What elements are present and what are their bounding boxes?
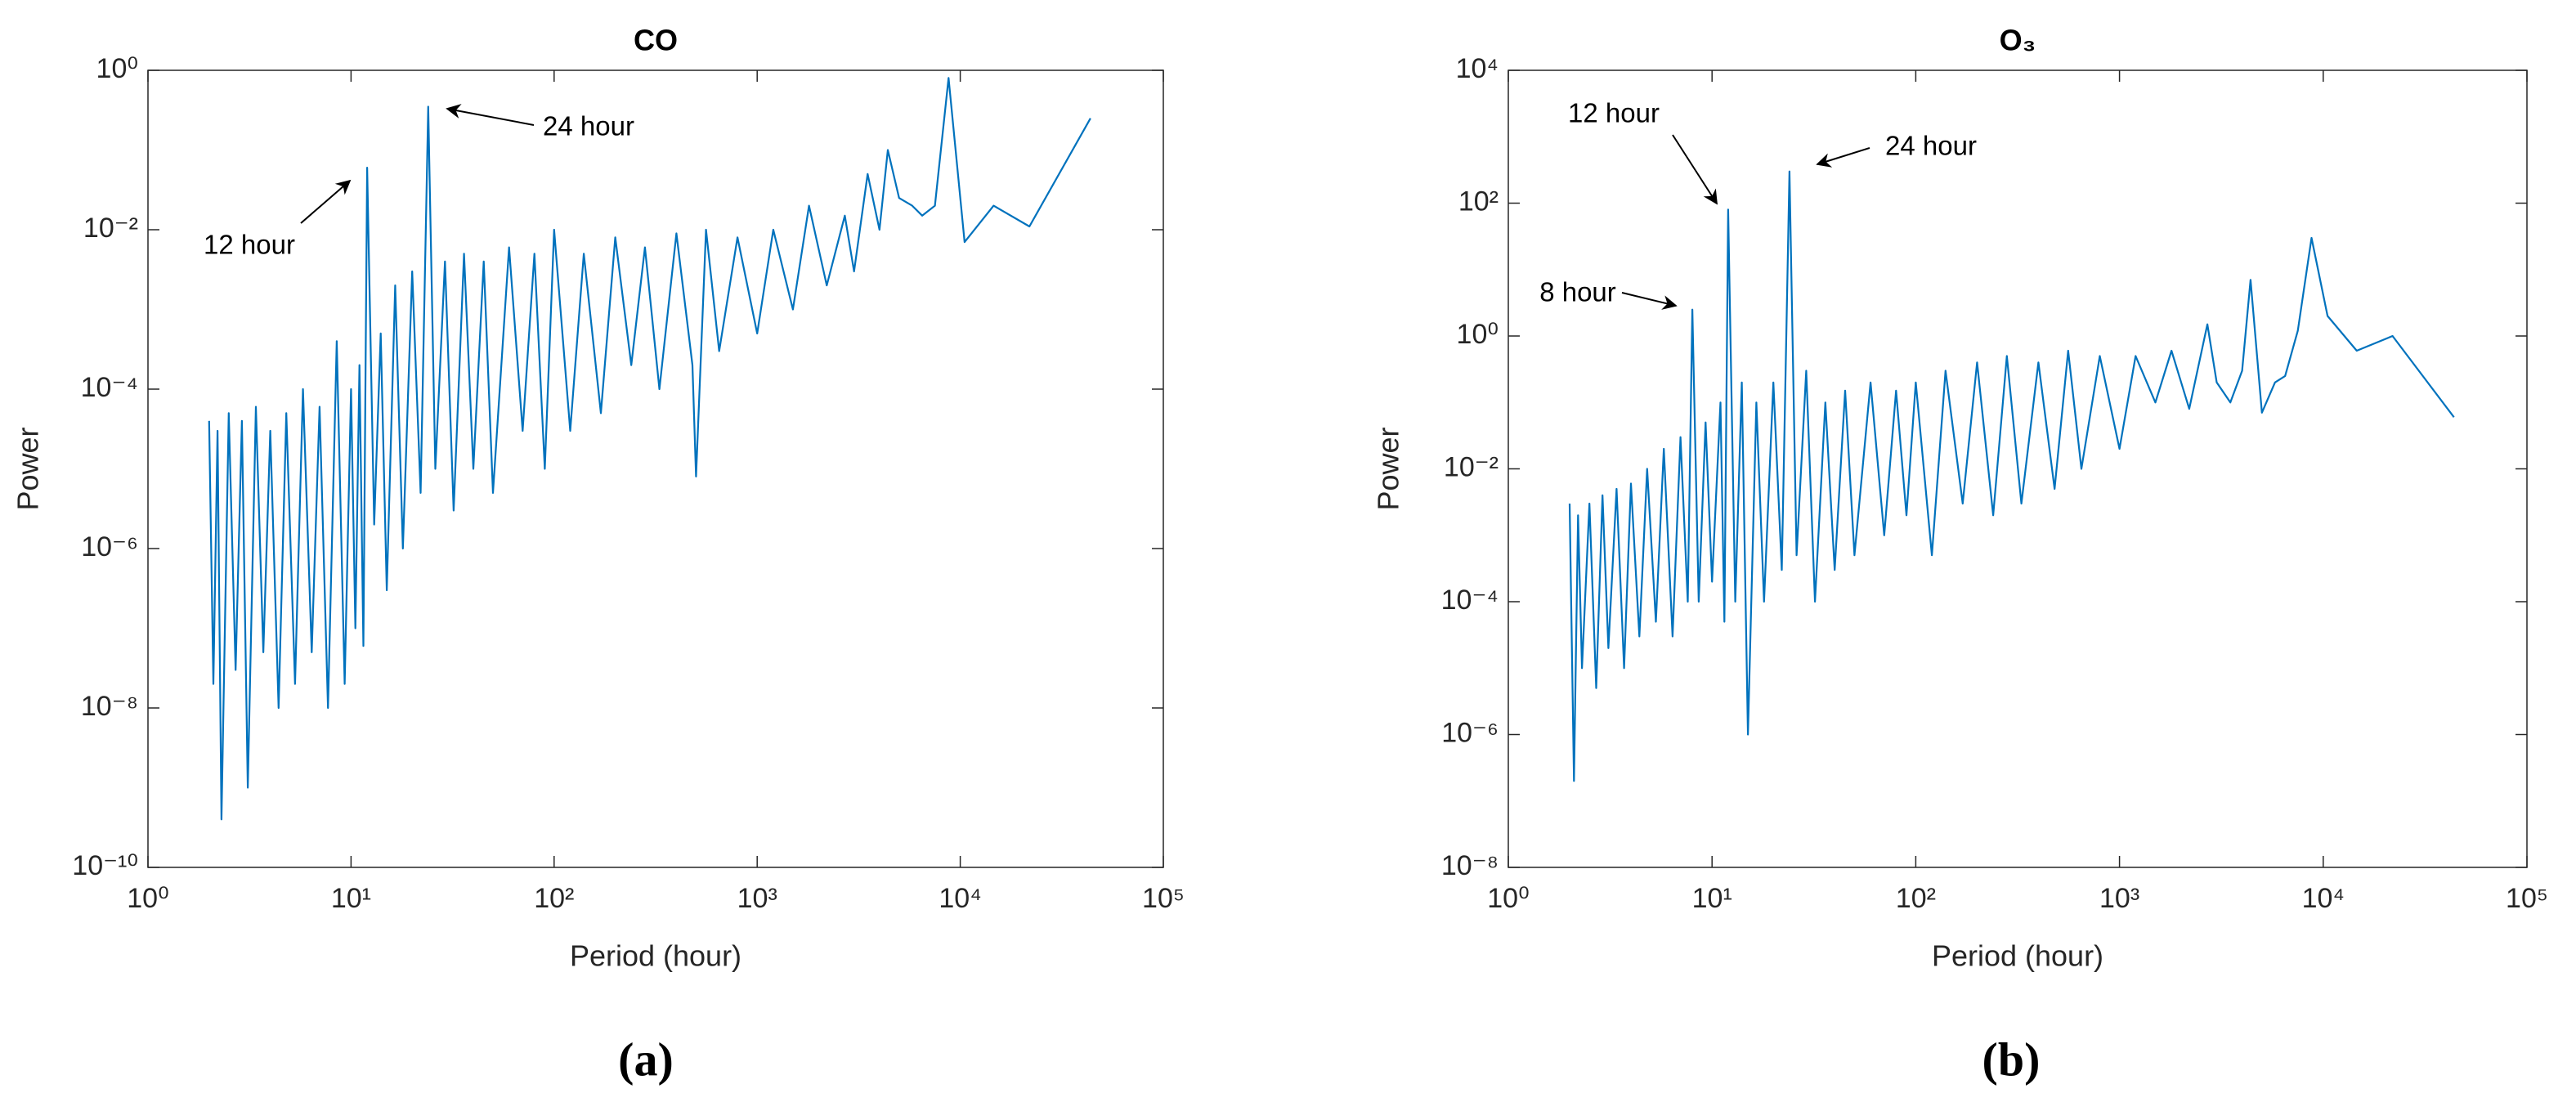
x-tick-label: 10⁵ [2506,883,2548,914]
x-axis-label: Period (hour) [570,939,741,973]
annotation: 24 hour [1885,131,1977,161]
y-tick-label: 10⁻⁸ [1441,850,1499,881]
y-tick-label: 10⁻² [1444,451,1499,482]
x-tick-label: 10⁴ [2302,883,2345,914]
x-tick-label: 10² [1896,883,1936,914]
x-tick-label: 10¹ [1692,883,1732,914]
annotation: 12 hour [204,230,295,260]
annotation-arrow [300,179,352,224]
x-tick-label: 10² [534,883,574,914]
annotation-arrow [1621,292,1678,310]
x-tick-label: 10¹ [331,883,371,914]
x-tick-label: 10⁰ [1487,883,1529,914]
annotation-arrow [1816,147,1870,168]
y-tick-label: 10⁻⁴ [81,372,138,403]
y-tick-label: 10⁻⁴ [1441,585,1499,616]
y-tick-label: 10⁻¹⁰ [72,850,138,881]
y-tick-label: 10⁴ [1456,53,1499,84]
annotation-arrow [1672,134,1718,205]
x-tick-label: 10³ [737,883,777,914]
data-line [1568,170,2455,782]
axes-box [1508,69,2528,868]
y-axis-label: Power [1372,427,1405,510]
y-tick-label: 10⁰ [96,53,138,84]
y-axis-label: Power [11,427,45,510]
y-tick-label: 10⁻⁸ [81,691,138,722]
annotation: 12 hour [1568,98,1660,128]
data-line [208,77,1091,821]
y-tick-label: 10² [1458,186,1499,217]
y-tick-label: 10⁰ [1457,319,1499,350]
y-tick-label: 10⁻⁶ [81,531,138,562]
y-tick-label: 10⁻⁶ [1441,717,1499,748]
annotation-arrow [446,104,535,126]
caption: (a) [618,1033,674,1086]
y-tick-label: 10⁻² [83,213,138,244]
axes-box [147,69,1164,868]
x-axis-label: Period (hour) [1932,939,2103,973]
subplot: 10⁰ 10¹ 10² 10³ 10⁴ 10⁵ 10⁻¹⁰ 10⁻⁸ 10⁻⁶ 10⁻⁴ 10⁻² 1… [11,24,1185,1086]
annotation: 8 hour [1539,277,1616,307]
x-tick-label: 10³ [2099,883,2139,914]
caption: (b) [1982,1033,2041,1086]
subplot: 10⁰ 10¹ 10² 10³ 10⁴ 10⁵ 10⁻⁸ 10⁻⁶ 10⁻⁴ 10⁻² 10⁰ 10²… [1372,24,2548,1086]
x-tick-label: 10⁵ [1142,883,1185,914]
x-tick-label: 10⁰ [127,883,168,914]
chart-title: CO [634,24,678,57]
annotation: 24 hour [543,111,634,141]
x-tick-label: 10⁴ [939,883,981,914]
chart-title: O₃ [2000,24,2036,57]
